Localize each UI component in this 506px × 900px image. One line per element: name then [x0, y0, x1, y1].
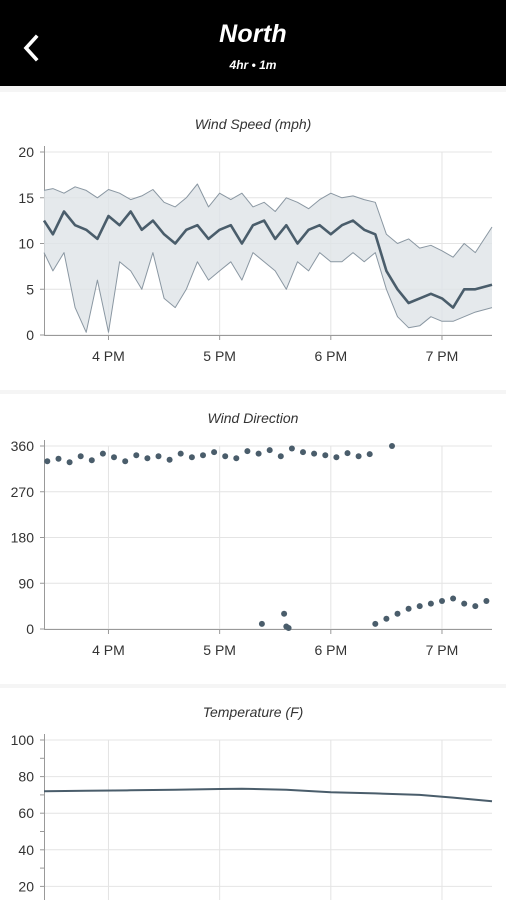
- back-button[interactable]: [6, 22, 58, 74]
- direction-point: [311, 450, 318, 457]
- x-tick-label: 6 PM: [314, 348, 347, 364]
- direction-point: [281, 610, 288, 617]
- direction-point: [244, 448, 251, 455]
- direction-point: [133, 452, 140, 459]
- direction-point: [266, 447, 273, 454]
- wind-direction-chart: 4 PM 5 PM 6 PM 7 PM 0 90 180 270 360: [11, 438, 492, 658]
- direction-point: [439, 598, 445, 604]
- direction-point: [461, 600, 468, 607]
- y-tick-label: 20: [18, 878, 34, 894]
- direction-point: [450, 595, 457, 602]
- direction-point: [285, 625, 292, 631]
- x-tick-label: 6 PM: [314, 642, 347, 658]
- direction-point: [255, 450, 262, 457]
- direction-point: [88, 457, 95, 464]
- direction-point: [333, 454, 340, 461]
- temperature-line: [43, 787, 493, 803]
- y-tick-label: 270: [11, 484, 35, 500]
- page-title: North: [219, 20, 287, 48]
- direction-point: [66, 459, 73, 466]
- direction-point: [111, 454, 117, 461]
- x-tick-label: 5 PM: [203, 348, 236, 364]
- y-tick-label: 20: [18, 144, 34, 160]
- direction-point: [122, 458, 129, 465]
- x-tick-label: 4 PM: [92, 348, 125, 364]
- wind-speed-chart-title: Wind Speed (mph): [194, 116, 312, 132]
- direction-point: [233, 455, 240, 462]
- direction-point: [99, 450, 106, 457]
- direction-point: [211, 449, 218, 456]
- x-tick-label: 7 PM: [426, 642, 459, 658]
- direction-point: [472, 603, 479, 610]
- y-tick-label: 15: [18, 190, 34, 206]
- x-tick-label: 7 PM: [426, 348, 459, 364]
- direction-point: [322, 452, 329, 459]
- y-tick-label: 80: [18, 769, 34, 785]
- temperature-panel: Temperature (F) 20 40 60 80 100: [0, 688, 506, 900]
- direction-point: [55, 455, 62, 462]
- y-tick-label: 90: [18, 575, 34, 591]
- direction-point: [300, 449, 306, 456]
- direction-point: [355, 453, 362, 460]
- x-tick-label: 5 PM: [203, 642, 236, 658]
- direction-point: [405, 605, 412, 612]
- direction-point: [277, 453, 284, 460]
- direction-point: [288, 445, 295, 452]
- chevron-left-icon: [23, 34, 39, 62]
- wind-speed-panel: Wind Speed (mph) 4 PM 5 PM 6 PM 7 PM 0 5 10 15 2…: [0, 92, 506, 390]
- direction-point: [389, 443, 395, 449]
- x-tick-label: 4 PM: [92, 642, 125, 658]
- y-tick-label: 100: [11, 732, 35, 748]
- direction-point: [77, 453, 84, 460]
- y-tick-label: 5: [26, 281, 34, 297]
- direction-point: [258, 620, 265, 627]
- average-line: [42, 210, 493, 309]
- lull-min-line: [43, 252, 493, 333]
- app-header: North 4hr • 1m: [0, 0, 506, 86]
- direction-point: [483, 598, 490, 604]
- gust-max-line: [43, 183, 493, 258]
- direction-point: [188, 454, 195, 461]
- y-tick-label: 360: [11, 438, 35, 454]
- range-band: [44, 184, 492, 333]
- direction-point: [366, 451, 373, 458]
- y-tick-label: 180: [11, 530, 35, 546]
- wind-speed-chart: 4 PM 5 PM 6 PM 7 PM 0 5 10 15 20: [18, 144, 493, 364]
- direction-point: [155, 453, 162, 460]
- direction-point: [427, 600, 434, 607]
- direction-point: [344, 450, 351, 457]
- wind-direction-chart-title: Wind Direction: [207, 410, 299, 426]
- wind-direction-panel: Wind Direction 4 PM 5 PM 6 PM 7 PM 0 90 180 270…: [0, 394, 506, 684]
- direction-point: [372, 620, 379, 627]
- direction-point: [200, 452, 206, 459]
- page-subtitle: 4hr • 1m: [229, 58, 277, 72]
- y-tick-label: 0: [26, 621, 34, 637]
- y-tick-label: 0: [26, 327, 34, 343]
- y-tick-label: 10: [18, 236, 34, 252]
- direction-point: [166, 456, 173, 463]
- temperature-chart: 20 40 60 80 100: [11, 732, 493, 900]
- temperature-chart-title: Temperature (F): [202, 704, 304, 720]
- y-tick-label: 40: [18, 842, 34, 858]
- direction-point: [383, 615, 390, 622]
- direction-point: [144, 455, 151, 462]
- y-tick-label: 60: [18, 805, 34, 821]
- direction-point: [394, 610, 401, 617]
- direction-point: [416, 603, 423, 610]
- direction-point: [44, 458, 51, 465]
- direction-point: [177, 450, 184, 457]
- direction-point: [222, 453, 229, 460]
